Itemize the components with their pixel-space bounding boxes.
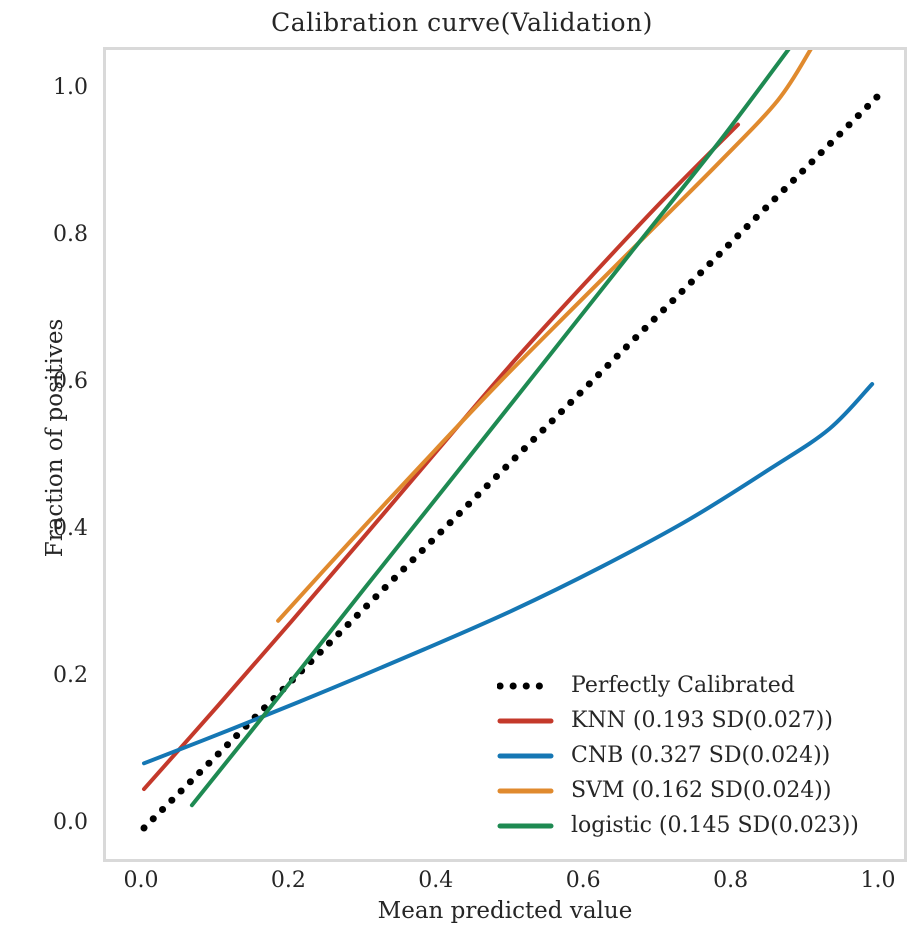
chart-legend: Perfectly Calibrated KNN (0.193 SD(0.027)…	[497, 668, 897, 843]
chart-title: Calibration curve(Validation)	[271, 8, 653, 37]
y-tick-label: 0.0	[53, 810, 88, 835]
y-tick-label: 0.2	[53, 663, 88, 688]
legend-swatch-icon	[497, 711, 554, 731]
legend-item-knn[interactable]: KNN (0.193 SD(0.027))	[497, 703, 897, 738]
x-tick-label: 0.4	[418, 868, 454, 893]
legend-swatch-icon	[497, 676, 554, 696]
plot-area	[103, 47, 907, 862]
y-tick-label: 0.4	[53, 516, 88, 541]
x-tick-label: 0.8	[713, 868, 749, 893]
series-line-svm	[276, 50, 813, 623]
x-tick-label: 0.2	[270, 868, 306, 893]
series-line-cnb	[142, 382, 875, 766]
legend-label: SVM (0.162 SD(0.024))	[571, 777, 832, 803]
y-tick-label: 0.8	[53, 222, 88, 247]
x-axis-label: Mean predicted value	[377, 898, 633, 924]
legend-item-perfectly-calibrated[interactable]: Perfectly Calibrated	[497, 668, 897, 703]
series-line-logistic	[189, 50, 791, 808]
x-tick-label: 0.6	[565, 868, 601, 893]
y-axis-label: Fraction of positives	[42, 318, 68, 558]
legend-swatch-icon	[497, 816, 554, 836]
x-tick-label: 1.0	[860, 868, 896, 893]
legend-item-cnb[interactable]: CNB (0.327 SD(0.024))	[497, 738, 897, 773]
x-tick-label: 0.0	[123, 868, 159, 893]
legend-swatch-icon	[497, 746, 554, 766]
legend-label: CNB (0.327 SD(0.024))	[571, 742, 831, 768]
legend-swatch-icon	[497, 781, 554, 801]
y-tick-label: 1.0	[53, 75, 88, 100]
legend-label: Perfectly Calibrated	[571, 672, 795, 698]
series-line-perfectly-calibrated	[140, 89, 885, 832]
legend-item-svm[interactable]: SVM (0.162 SD(0.024))	[497, 773, 897, 808]
legend-label: KNN (0.193 SD(0.027))	[571, 707, 833, 733]
plot-lines	[140, 50, 885, 832]
legend-item-logistic[interactable]: logistic (0.145 SD(0.023))	[497, 808, 897, 843]
legend-label: logistic (0.145 SD(0.023))	[571, 812, 859, 838]
y-tick-label: 0.6	[53, 369, 88, 394]
